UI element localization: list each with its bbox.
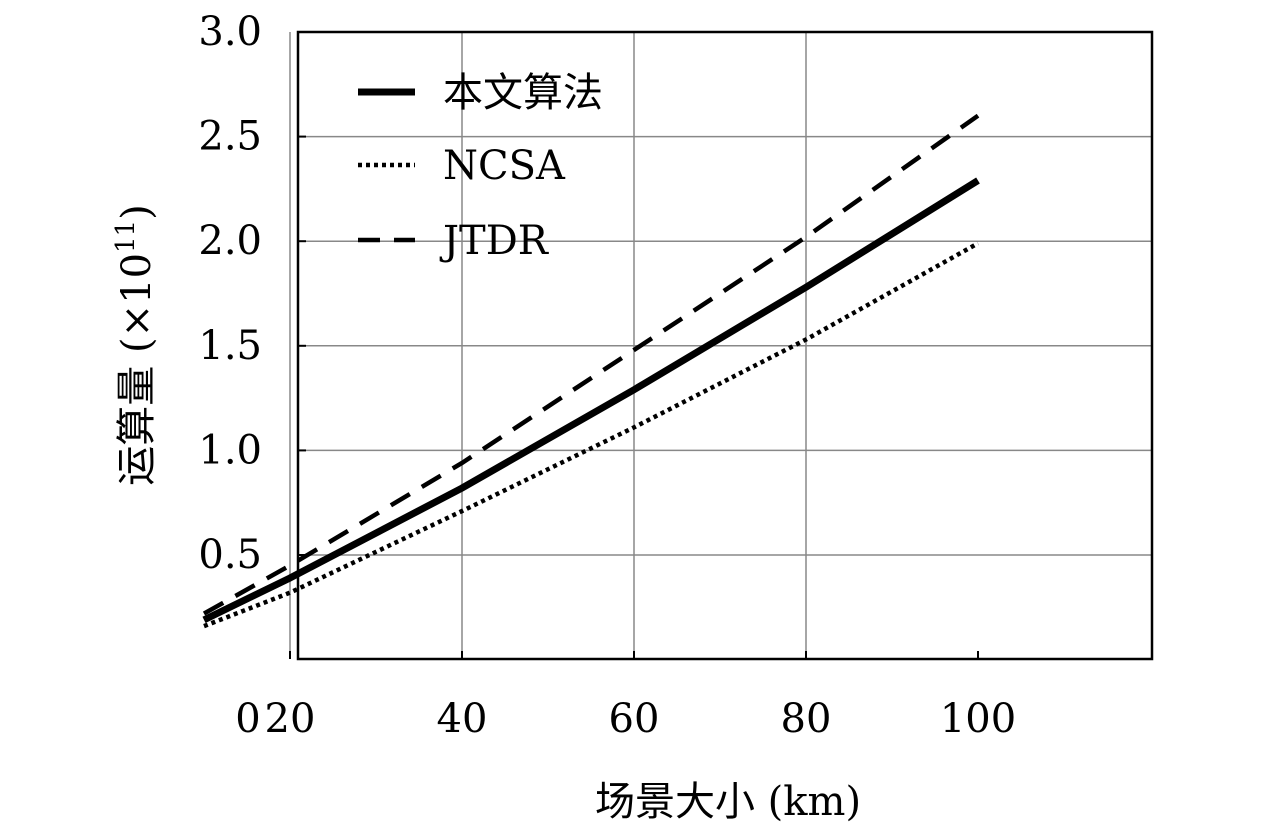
x-tick-label: 20 [265,696,316,742]
y-axis-label-exponent: 11 [111,220,141,253]
y-tick-label: 3.0 [198,9,262,55]
y-axis-label-main: 运算量 (×10 [114,253,160,486]
y-axis-label: 运算量 (×1011) [111,204,160,485]
x-axis-label: 场景大小 (km) [595,779,861,825]
legend-label: NCSA [443,143,566,189]
series-lines [202,113,980,629]
legend-label: JTDR [439,218,550,264]
y-tick-label: 1.0 [198,427,262,473]
series-line-dotted [203,241,980,629]
y-axis-label-close: ) [114,204,160,220]
legend-label: 本文算法 [443,70,603,116]
x-tick-label: 40 [437,696,488,742]
ticks: 0.5 1.0 1.5 2.0 2.5 3.0 0 20 40 60 80 100 [198,9,1016,742]
grid [289,32,1152,659]
x-tick-label: 60 [609,696,660,742]
series-line-dashed [202,113,980,616]
y-tick-label: 0.5 [198,532,262,578]
x-tick-label: 80 [781,696,832,742]
legend: 本文算法 NCSA JTDR [358,70,603,264]
series-line-solid [202,177,980,623]
y-tick-label: 2.5 [198,114,262,160]
y-tick-label: 2.0 [198,218,262,264]
x-tick-label: 100 [940,696,1016,742]
x-tick-label: 0 [235,696,260,742]
y-tick-label: 1.5 [198,323,262,369]
